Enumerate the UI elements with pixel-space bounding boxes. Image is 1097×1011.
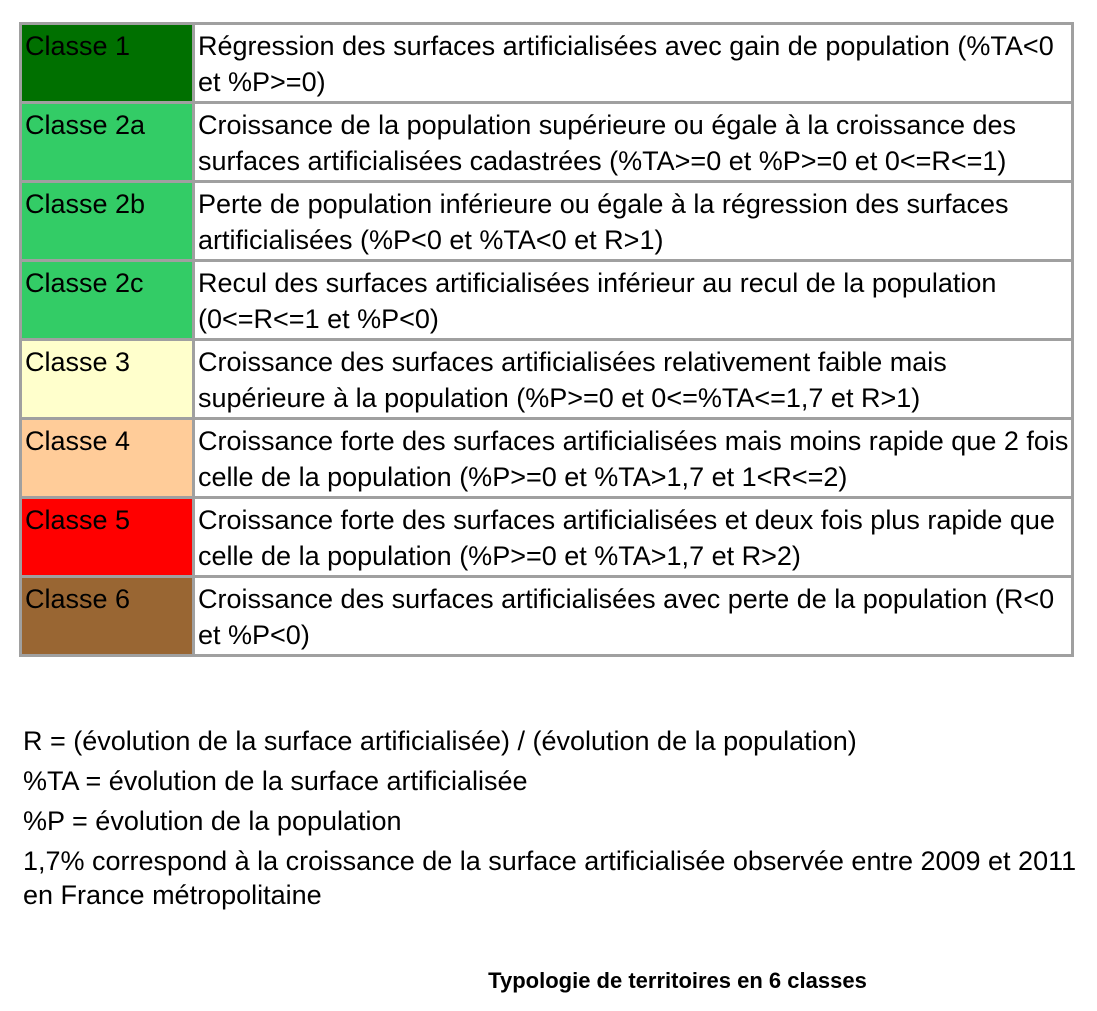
class-description: Perte de population inférieure ou égale … xyxy=(192,180,1074,262)
class-description: Régression des surfaces artificialisées … xyxy=(192,22,1074,104)
legend-row-classe-2c: Classe 2c Recul des surfaces artificiali… xyxy=(19,259,1074,341)
class-swatch-classe-2b: Classe 2b xyxy=(19,180,195,262)
legend-row-classe-4: Classe 4 Croissance forte des surfaces a… xyxy=(19,417,1074,499)
class-swatch-classe-2c: Classe 2c xyxy=(19,259,195,341)
class-swatch-classe-6: Classe 6 xyxy=(19,575,195,657)
legend-row-classe-2a: Classe 2a Croissance de la population su… xyxy=(19,101,1074,183)
class-label: Classe 6 xyxy=(25,584,131,614)
class-label: Classe 4 xyxy=(25,426,131,456)
class-label: Classe 2a xyxy=(25,110,146,140)
class-swatch-classe-4: Classe 4 xyxy=(19,417,195,499)
definitions-notes: R = (évolution de la surface artificiali… xyxy=(23,724,1083,918)
class-swatch-classe-3: Classe 3 xyxy=(19,338,195,420)
legend-row-classe-2b: Classe 2b Perte de population inférieure… xyxy=(19,180,1074,262)
class-description: Croissance des surfaces artificialisées … xyxy=(192,338,1074,420)
legend-row-classe-3: Classe 3 Croissance des surfaces artific… xyxy=(19,338,1074,420)
class-legend-table: Classe 1 Régression des surfaces artific… xyxy=(19,22,1074,657)
class-swatch-classe-5: Classe 5 xyxy=(19,496,195,578)
class-description: Croissance forte des surfaces artificial… xyxy=(192,496,1074,578)
r-definition: R = (évolution de la surface artificiali… xyxy=(23,726,857,756)
figure-caption: Typologie de territoires en 6 classes xyxy=(488,968,867,993)
class-description: Croissance de la population supérieure o… xyxy=(192,101,1074,183)
legend-row-classe-5: Classe 5 Croissance forte des surfaces a… xyxy=(19,496,1074,578)
class-swatch-classe-2a: Classe 2a xyxy=(19,101,195,183)
legend-row-classe-1: Classe 1 Régression des surfaces artific… xyxy=(19,22,1074,104)
ta-definition: %TA = évolution de la surface artificial… xyxy=(23,766,528,796)
class-label: Classe 2c xyxy=(25,268,144,298)
class-label: Classe 5 xyxy=(25,505,131,535)
class-swatch-classe-1: Classe 1 xyxy=(19,22,195,104)
legend-row-classe-6: Classe 6 Croissance des surfaces artific… xyxy=(19,575,1074,657)
p-definition: %P = évolution de la population xyxy=(23,806,402,836)
class-description: Recul des surfaces artificialisées infér… xyxy=(192,259,1074,341)
class-description: Croissance forte des surfaces artificial… xyxy=(192,417,1074,499)
class-label: Classe 1 xyxy=(25,31,131,61)
threshold-note: 1,7% correspond à la croissance de la su… xyxy=(23,846,1077,910)
class-description: Croissance des surfaces artificialisées … xyxy=(192,575,1074,657)
class-label: Classe 3 xyxy=(25,347,131,377)
class-label: Classe 2b xyxy=(25,189,146,219)
